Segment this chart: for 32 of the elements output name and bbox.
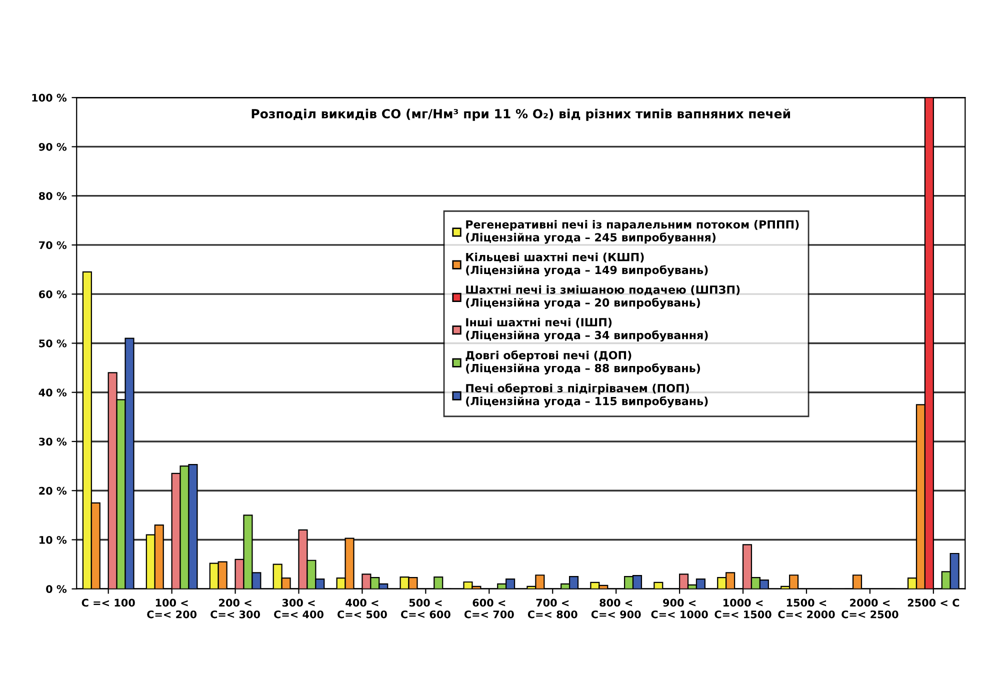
y-tick-label: 40 %	[38, 388, 67, 396]
legend-label: Інші шахтні печі (ІШП) (Ліцензійна угода – 34 випробування)	[466, 318, 708, 342]
y-tick-label: 20 %	[39, 486, 67, 495]
x-tick-label: 400 < C=< 500	[338, 598, 387, 618]
x-tick-label: 200 < C=< 300	[210, 598, 260, 618]
y-tick-label: 50 %	[39, 339, 67, 348]
x-tick-label: 1500 < C=< 2000	[778, 598, 835, 618]
y-tick-label: 70 %	[39, 241, 67, 250]
legend-label: Кільцеві шахтні печі (КШП) (Ліцензійна угода – 149 випробувань)	[466, 252, 708, 276]
x-tick-label: 700 < C=< 800	[528, 598, 578, 618]
x-tick-label: 2000 < C=< 2500	[842, 598, 898, 618]
y-tick-label: 0 %	[46, 585, 67, 593]
x-tick-label: 500 < C=< 600	[400, 598, 450, 618]
y-tick-label: 90 %	[38, 142, 67, 151]
y-tick-label: 10 %	[40, 536, 67, 544]
legend-label: Довгі обертові печі (ДОП) (Ліцензійна угода – 88 випробувань)	[466, 350, 700, 375]
x-tick-label: 600 < C=< 700	[464, 598, 514, 618]
x-tick-label: 2500 < C	[908, 598, 960, 607]
x-tick-label: 800 < C=< 900	[591, 598, 641, 618]
x-tick-label: 900 < C=< 1000	[651, 598, 708, 618]
y-tick-label: 30 %	[39, 438, 67, 446]
legend-label: Шахтні печі із змішаною подачею (ШПЗП) (Ліцензійна угода – 20 випробувань)	[466, 285, 740, 309]
x-tick-label: 300 < C=< 400	[274, 598, 324, 618]
x-tick-label: 100 < C=< 200	[147, 598, 197, 618]
text: Розподіл викидів CO (мг/Нм³ при 11 % O₂) від різних типів вапняних печей	[252, 108, 790, 121]
legend-label: Печі обертові з підігрівачем (ПОП) (Ліцензійна угода – 115 випробувань)	[466, 383, 708, 408]
x-tick-label: 1000 < C=< 1500	[714, 598, 772, 618]
x-tick-label: C =< 100	[82, 598, 135, 607]
y-tick-label: 60 %	[38, 290, 67, 298]
legend-label: Регенеративні печі із паралельним потоком (РППП) (Ліцензійна угода – 245 випробування)	[466, 220, 799, 244]
y-tick-label: 80 %	[38, 192, 67, 200]
y-tick-label: 100 %	[32, 94, 67, 102]
